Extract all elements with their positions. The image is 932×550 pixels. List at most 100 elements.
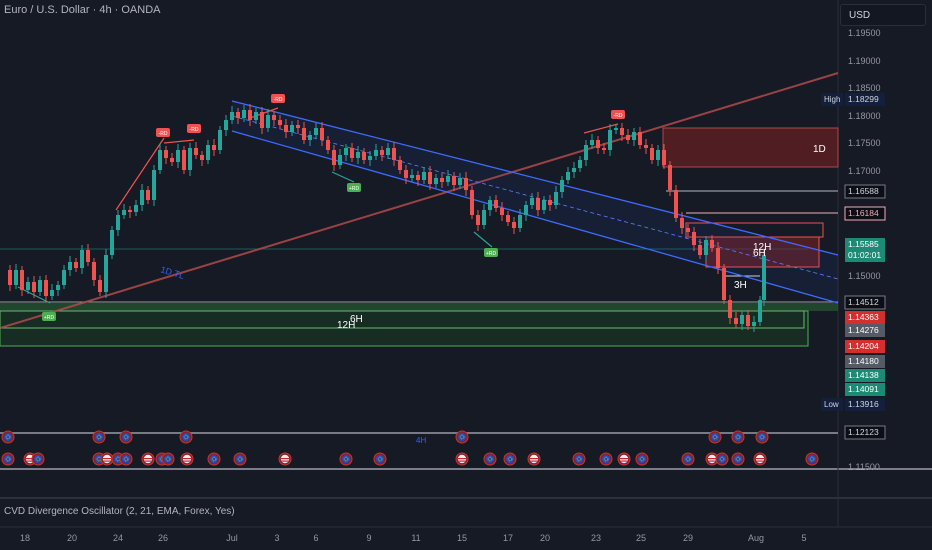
eu-flag-event-icon[interactable] [233,452,247,466]
bearish-divergence-marker[interactable]: -RD [187,124,201,133]
price-tag-bg [844,184,886,199]
candle-body [350,148,354,158]
oscillator-4h-label: 4H [416,436,426,445]
eu-flag-event-icon[interactable] [572,452,586,466]
bullish-divergence-marker[interactable]: +RD [347,183,361,192]
price-axis[interactable]: 1.19500 1.19000 1.18500 1.18000 1.17500 1.170… [848,28,881,472]
eu-flag-event-icon[interactable] [455,430,469,444]
us-flag-event-icon[interactable] [617,452,631,466]
us-flag-event-icon[interactable] [527,452,541,466]
price-tag[interactable]: 1.14180 [845,355,885,368]
eu-flag-event-icon[interactable] [599,452,613,466]
divergence-line-4[interactable] [583,123,619,134]
price-tag[interactable]: High 1.18299 [821,93,885,106]
eu-flag-event-icon[interactable] [731,430,745,444]
eu-flag-event-icon[interactable] [755,430,769,444]
candle-body [524,205,528,215]
candle-body [434,178,438,184]
eu-flag-event-icon[interactable] [483,452,497,466]
bull-divergence-line-2[interactable] [331,171,355,183]
eu-flag-event-icon[interactable] [179,430,193,444]
divergence-line-2[interactable] [163,139,195,144]
price-tag[interactable]: 1.14138 [845,369,885,382]
demand-zone-inner[interactable] [0,310,805,329]
eu-flag-event-icon[interactable] [119,430,133,444]
bearish-divergence-marker[interactable]: -RD [611,110,625,119]
candlestick-series[interactable] [8,104,766,332]
candle-body [44,280,48,296]
price-tick-label: 1.18500 [848,83,881,93]
eu-flag-event-icon[interactable] [503,452,517,466]
eu-flag-event-icon[interactable] [119,452,133,466]
candle-body [530,198,534,205]
currency-selector[interactable]: USD [840,4,926,26]
candle-body [20,270,24,290]
candle-body [500,208,504,215]
eu-flag-event-icon[interactable] [805,452,819,466]
price-tag-bg [845,324,885,337]
eu-flag-event-icon[interactable] [635,452,649,466]
candle-body [254,112,258,120]
us-flag-event-icon[interactable] [753,452,767,466]
candle-body [326,140,330,150]
candle-body [50,290,54,296]
price-tag[interactable]: Low 1.13916 [821,398,885,411]
bearish-divergence-marker[interactable]: -RD [156,128,170,137]
bullish-divergence-marker[interactable]: +RD [42,312,56,321]
candle-body [728,300,732,318]
channel-upper[interactable] [231,100,839,256]
candle-body [482,210,486,225]
us-flag-event-icon[interactable] [455,452,469,466]
price-tag[interactable]: 1.14512 [844,295,886,310]
economic-events-row[interactable] [1,430,819,466]
oscillator-legend[interactable]: CVD Divergence Oscillator (2, 21, EMA, F… [4,506,235,517]
candle-body [374,150,378,156]
price-tag[interactable]: 1.16184 [844,206,886,221]
eu-flag-event-icon[interactable] [708,430,722,444]
us-flag-event-icon[interactable] [100,452,114,466]
symbol-title[interactable]: Euro / U.S. Dollar · 4h · OANDA [4,4,161,16]
price-tag-bg [844,295,886,310]
price-tag[interactable]: 1.14363 [845,311,885,324]
candle-body [122,210,126,215]
eu-flag-event-icon[interactable] [373,452,387,466]
divergence-line-1[interactable] [115,137,165,211]
bull-divergence-line-3[interactable] [473,231,493,248]
us-flag-event-icon[interactable] [278,452,292,466]
eu-flag-event-icon[interactable] [1,452,15,466]
candle-body [734,318,738,324]
price-tag[interactable]: 1.14276 [845,324,885,337]
eu-flag-event-icon[interactable] [731,452,745,466]
time-axis[interactable]: 18 20 24 26 Jul 3 6 9 11 15 17 20 23 25 29 Aug 5 [20,533,807,543]
time-tick-label: 25 [636,533,646,543]
price-tag[interactable]: 1.14091 [845,383,885,396]
eu-flag-event-icon[interactable] [207,452,221,466]
bearish-divergence-marker[interactable]: -RD [271,94,285,103]
price-tick-label: 1.17000 [848,166,881,176]
zone-label-1d: 1D [813,144,826,155]
svg-text:+RD: +RD [349,186,360,192]
eu-flag-event-icon[interactable] [1,430,15,444]
us-flag-event-icon[interactable] [180,452,194,466]
us-flag-event-icon[interactable] [141,452,155,466]
supply-zone-1d[interactable] [662,127,839,168]
eu-flag-event-icon[interactable] [681,452,695,466]
eu-flag-event-icon[interactable] [92,430,106,444]
price-tags[interactable]: High 1.18299 1.16588 1.16184 1.1558501:02:01… [821,93,886,440]
candle-body [116,215,120,230]
eu-flag-event-icon[interactable] [715,452,729,466]
candle-body [680,218,684,228]
eu-flag-event-icon[interactable] [161,452,175,466]
bullish-divergence-marker[interactable]: +RD [484,248,498,257]
price-tag[interactable]: 1.16588 [844,184,886,199]
price-tag[interactable]: 1.12123 [844,425,886,440]
candle-body [410,175,414,178]
eu-flag-event-icon[interactable] [339,452,353,466]
trendline-1d[interactable] [0,72,839,329]
demand-zone-band[interactable] [0,303,838,311]
price-tag[interactable]: 1.14204 [845,340,885,353]
eu-flag-event-icon[interactable] [31,452,45,466]
